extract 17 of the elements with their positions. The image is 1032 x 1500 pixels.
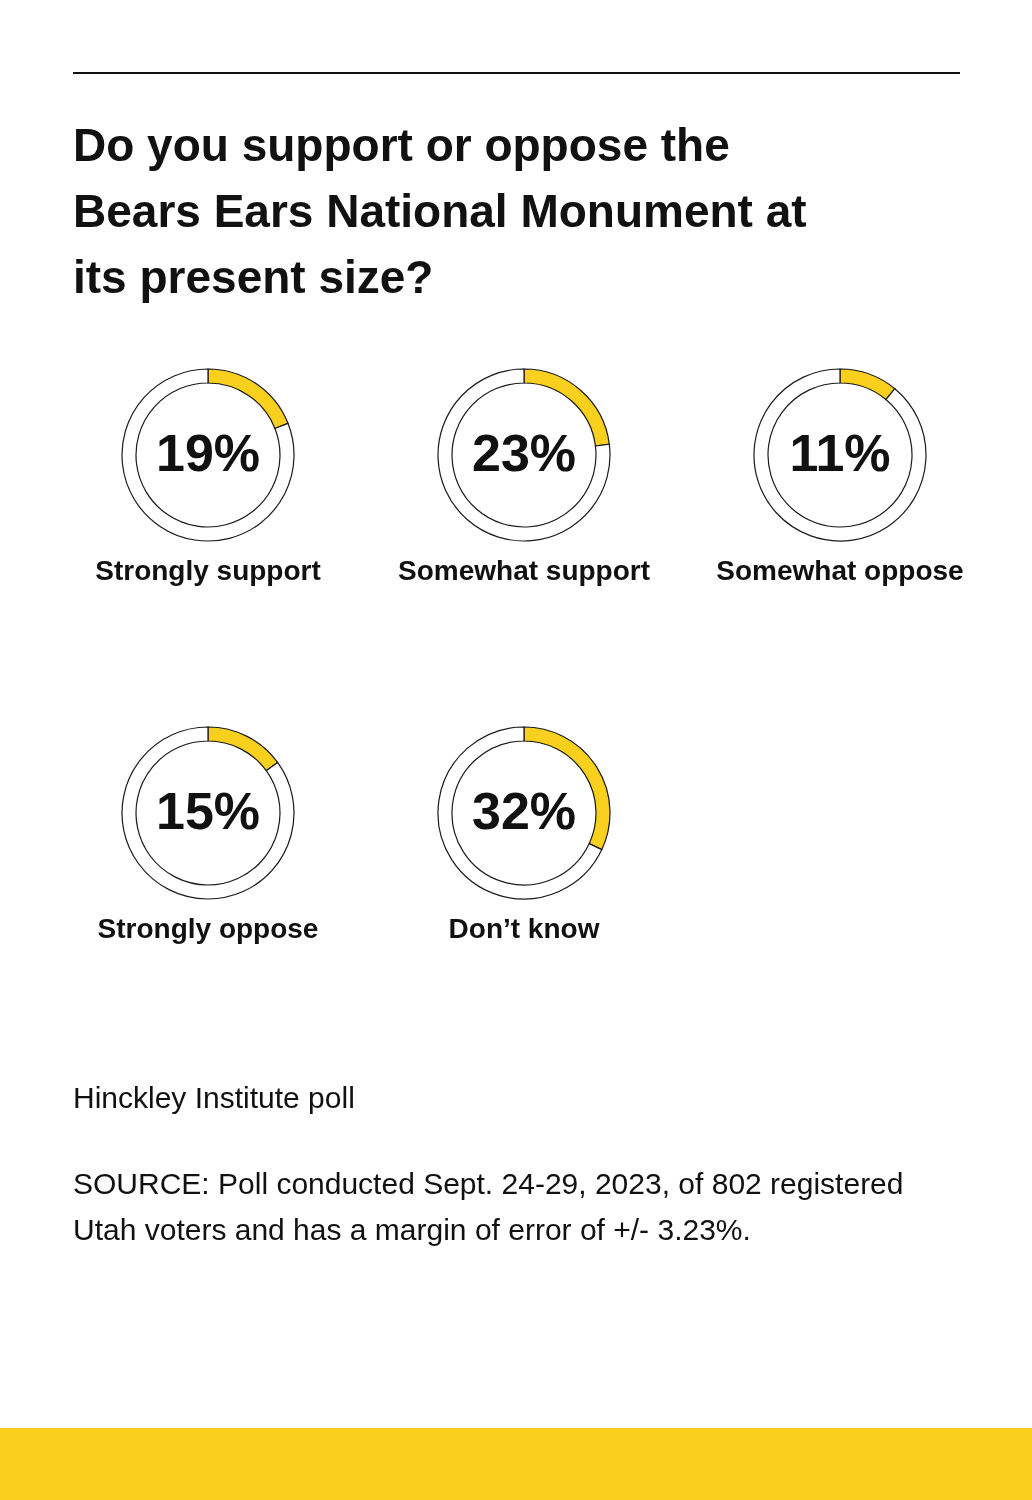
donut-slice bbox=[121, 726, 295, 900]
donut-slice bbox=[753, 368, 927, 542]
data-label: 11% bbox=[789, 424, 891, 482]
text: Strongly oppose bbox=[97, 913, 319, 944]
data-label: 15% bbox=[155, 782, 261, 840]
data-label: 19% bbox=[155, 424, 261, 482]
donut-slice bbox=[121, 368, 295, 542]
data-label: 23% bbox=[471, 424, 577, 482]
text: Hinckley Institute poll bbox=[73, 1080, 356, 1116]
donut-slice bbox=[437, 368, 611, 542]
text: Somewhat oppose bbox=[716, 555, 964, 586]
text: Do you support or oppose the Bears Ears National Monument at its present size? bbox=[73, 118, 808, 305]
source-note: SOURCE: Poll conducted Sept. 24-29, 2023, of 802 registered Utah voters and has a margin of error of +/- 3.23%. bbox=[73, 1166, 905, 1248]
text: Strongly support bbox=[95, 555, 321, 586]
text: Don’t know bbox=[448, 913, 600, 944]
text: Somewhat support bbox=[397, 555, 651, 586]
data-label: 32% bbox=[471, 782, 577, 840]
